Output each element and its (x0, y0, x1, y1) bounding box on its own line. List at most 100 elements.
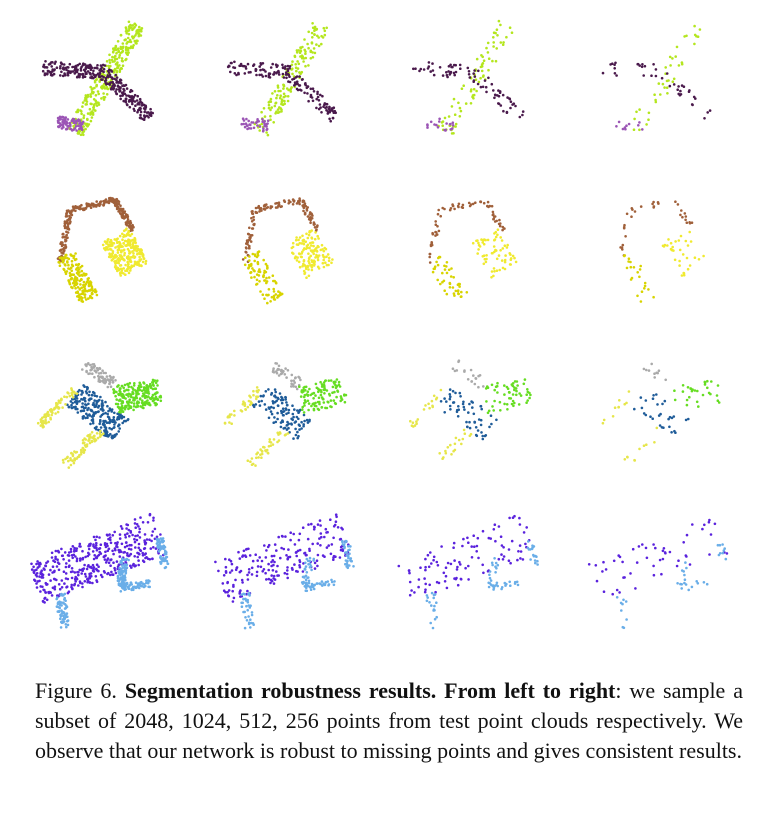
point (101, 369, 104, 373)
point (269, 114, 272, 118)
point (247, 615, 250, 618)
point (130, 401, 133, 404)
point (93, 394, 97, 398)
point (485, 400, 488, 403)
point (65, 236, 69, 240)
point (428, 406, 431, 410)
point (302, 57, 306, 60)
point (86, 577, 89, 581)
point (501, 228, 504, 232)
point (111, 80, 114, 84)
point (431, 232, 435, 236)
point (452, 71, 456, 75)
point (249, 618, 252, 621)
point (287, 199, 291, 202)
point (109, 432, 112, 436)
point (495, 28, 499, 32)
point (335, 378, 339, 381)
point (76, 266, 80, 269)
point (451, 124, 455, 127)
point (221, 582, 225, 585)
point (269, 108, 272, 112)
point (129, 90, 132, 94)
point (487, 57, 491, 60)
point (70, 387, 73, 390)
point (525, 401, 528, 405)
point (302, 240, 305, 243)
point (632, 266, 636, 269)
point (112, 88, 115, 91)
point (117, 384, 120, 387)
point (684, 418, 688, 422)
point (449, 408, 452, 411)
point (81, 402, 84, 405)
point (703, 383, 707, 386)
point (479, 423, 483, 427)
point (456, 415, 460, 418)
point (80, 409, 84, 413)
point (289, 87, 293, 91)
point (277, 535, 281, 539)
point (668, 425, 671, 429)
point (469, 89, 473, 93)
point (121, 45, 125, 49)
point (148, 403, 152, 406)
point (287, 88, 290, 92)
point (316, 92, 319, 96)
point (528, 396, 531, 400)
point (495, 47, 499, 50)
point (109, 536, 112, 539)
point (312, 397, 315, 400)
point (249, 240, 253, 243)
point (151, 381, 155, 384)
point (67, 459, 70, 463)
point (309, 585, 313, 589)
point (661, 82, 665, 86)
point (88, 107, 92, 111)
point (141, 392, 145, 395)
point (157, 538, 161, 541)
point (258, 65, 262, 68)
point (284, 408, 288, 411)
point (320, 42, 323, 46)
point (240, 605, 244, 608)
point (282, 95, 286, 99)
point (156, 397, 159, 401)
point (327, 584, 330, 587)
point (86, 93, 90, 97)
point (267, 106, 271, 110)
point (85, 122, 89, 126)
point (655, 426, 659, 430)
point (70, 567, 74, 570)
point (283, 433, 287, 437)
point (112, 426, 115, 430)
point (106, 415, 110, 419)
point (693, 389, 697, 392)
point (161, 540, 164, 544)
point (486, 200, 490, 204)
point (480, 407, 484, 411)
point (127, 271, 131, 275)
point (66, 260, 69, 263)
point (276, 564, 279, 568)
point (515, 393, 518, 397)
point (486, 51, 490, 54)
point (710, 380, 713, 383)
point (667, 417, 670, 421)
point (333, 401, 337, 405)
point (65, 127, 68, 131)
point (440, 121, 444, 124)
point (320, 243, 324, 247)
point (324, 261, 327, 265)
point (227, 415, 230, 419)
point (278, 96, 282, 100)
point (457, 101, 460, 105)
point (103, 555, 106, 558)
point (652, 200, 655, 204)
point (116, 405, 120, 409)
point (72, 119, 75, 123)
point (288, 75, 291, 78)
point (69, 253, 72, 256)
point (321, 36, 325, 39)
point (45, 421, 48, 425)
